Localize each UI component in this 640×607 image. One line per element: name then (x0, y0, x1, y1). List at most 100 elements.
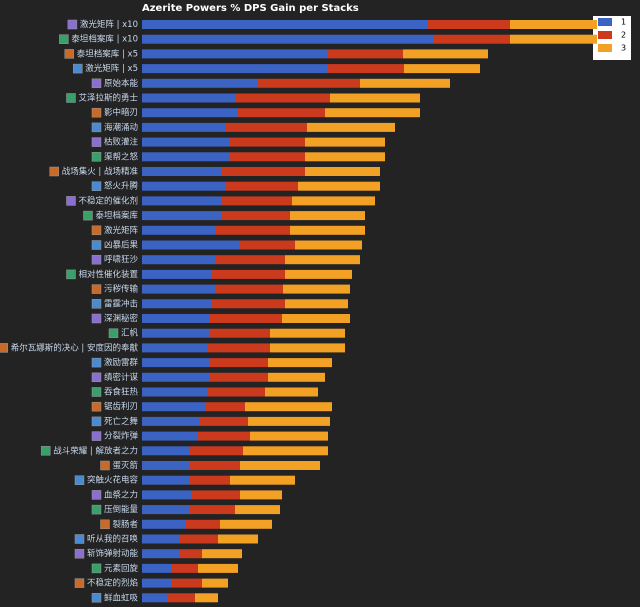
bar-segment (240, 490, 282, 500)
bar-segment (290, 225, 365, 235)
category-label: 战场集火 | 战场精准 (62, 166, 139, 177)
bar-segment (142, 328, 210, 338)
category-label: 激励雷群 (104, 357, 139, 368)
category-label: 海潮涌动 (104, 122, 139, 133)
icon (83, 210, 93, 221)
bar-segment (142, 593, 168, 603)
bar-segment (215, 255, 285, 265)
icon (91, 181, 102, 191)
category-label: 枯败灌注 (104, 137, 139, 148)
bar-segment (270, 343, 345, 353)
bar-segment (207, 343, 270, 353)
bar-segment (200, 416, 248, 426)
bar-segment (142, 49, 327, 59)
bar-segment (195, 593, 218, 603)
bar-segment (142, 122, 225, 132)
bar-segment (210, 314, 282, 323)
legend-label: 3 (621, 44, 626, 53)
bar-segment (202, 549, 242, 559)
bar-segment (433, 34, 510, 44)
category-label: 缜密计谋 (104, 372, 139, 383)
bar-segment (282, 314, 350, 323)
bar-segment (142, 578, 172, 588)
category-label: 污秽传输 (104, 284, 139, 295)
icon (91, 387, 102, 397)
icon (91, 401, 102, 412)
category-label: 听从我的召唤 (87, 534, 139, 545)
bar-segment (240, 461, 320, 470)
category-label: 激光矩阵 (104, 225, 139, 236)
category-label: 艾泽拉斯的勇士 (78, 93, 138, 104)
icon (91, 225, 102, 236)
category-label: 分裂炸弹 (104, 431, 139, 442)
bar-segment (268, 358, 332, 368)
bar-segment (142, 372, 210, 382)
bar-segment (298, 181, 380, 191)
bar-segment (283, 284, 350, 294)
icon (91, 122, 102, 133)
bar-segment (225, 181, 298, 191)
bar-segment (268, 372, 325, 382)
bar-segment (327, 49, 403, 59)
bar-segment (212, 299, 285, 309)
bar-segment (235, 505, 280, 515)
icon (59, 34, 69, 44)
bar-segment (248, 416, 330, 426)
icon (91, 137, 102, 147)
bar-segment (404, 64, 480, 74)
bar-segment (142, 431, 198, 441)
icon (91, 431, 102, 441)
bar-segment (198, 431, 250, 441)
bar-segment (142, 225, 215, 235)
bar-segment (250, 431, 328, 441)
icon (91, 254, 102, 265)
icon (91, 504, 102, 515)
category-label: 斩饰弹射动能 (87, 548, 139, 559)
bar-segment (238, 108, 325, 118)
category-label: 雷霆冲击 (104, 298, 138, 309)
bar-segment (142, 461, 190, 470)
category-label: 不稳定的烈焰 (87, 578, 138, 589)
icon (0, 343, 8, 353)
bar-segment (290, 211, 365, 221)
icon (91, 240, 102, 250)
bar-segment (403, 49, 488, 59)
category-label: 泰坦档案库 (95, 210, 138, 221)
category-label: 激光矩阵 | x10 (80, 19, 138, 30)
bar-segment (510, 20, 597, 29)
bar-segment (510, 34, 597, 44)
bar-segment (142, 93, 235, 103)
bar-segment (295, 240, 362, 250)
bar-segment (168, 593, 195, 603)
bar-segment (142, 387, 207, 397)
icon (66, 93, 76, 103)
bar-segment (265, 387, 318, 397)
icon (67, 19, 78, 30)
bar-segment (172, 578, 202, 588)
bar-segment (210, 328, 270, 338)
bar-segment (222, 211, 290, 221)
bar-segment (360, 78, 450, 88)
bar-segment (142, 358, 210, 368)
category-label: 凶暴后果 (104, 240, 139, 251)
bar-segment (180, 534, 218, 544)
icon (91, 152, 102, 162)
bar-segment (212, 269, 285, 279)
bar-segment (215, 284, 283, 294)
bar-segment (142, 534, 180, 544)
bar-segment (142, 78, 258, 88)
icon (40, 446, 51, 456)
category-label: 影中暗刃 (104, 107, 138, 118)
icon (66, 196, 76, 206)
bar-segment (205, 402, 245, 412)
bar-segment (285, 255, 360, 265)
icon (91, 313, 102, 324)
category-label: 希尔瓦娜斯的决心 | 安度因的奉献 (11, 342, 139, 353)
bar-segment (218, 534, 258, 544)
bar-segment (220, 519, 272, 529)
icon (91, 78, 102, 89)
category-label: 汇帆 (121, 328, 139, 339)
icon (74, 548, 85, 559)
bar-segment (222, 196, 292, 206)
